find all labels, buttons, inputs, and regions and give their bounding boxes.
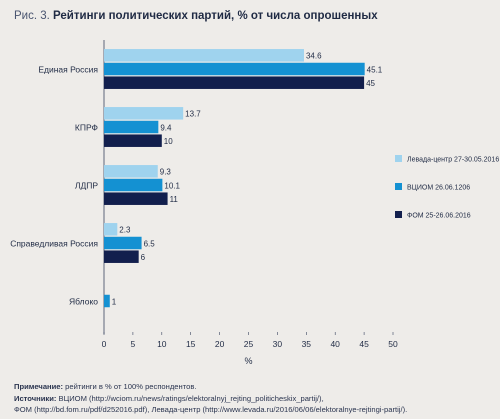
note-label: Примечание: bbox=[14, 382, 64, 391]
x-tick-label: 50 bbox=[388, 339, 398, 349]
category-label: КПРФ bbox=[75, 123, 98, 133]
sources-line-2: ФОМ (http://bd.fom.ru/pdf/d252016.pdf), … bbox=[14, 405, 408, 414]
x-axis-label: % bbox=[244, 356, 252, 366]
x-tick-label: 20 bbox=[215, 339, 225, 349]
data-label: 1 bbox=[112, 297, 117, 306]
x-tick-label: 25 bbox=[244, 339, 254, 349]
category-label: Яблоко bbox=[69, 297, 98, 307]
data-label: 45 bbox=[366, 79, 375, 88]
x-tick-label: 45 bbox=[359, 339, 369, 349]
legend-label-1: ВЦИОМ 26.06.1206 bbox=[407, 185, 470, 192]
legend-label-0: Левада-центр 27-30.05.2016 bbox=[407, 157, 499, 164]
note-text: рейтинги в % от 100% респондентов. bbox=[63, 382, 197, 391]
data-label: 10.1 bbox=[164, 181, 180, 190]
bar-справедливая-россия-2 bbox=[104, 250, 139, 263]
category-label: Справедливая Россия bbox=[10, 239, 98, 249]
data-label: 2.3 bbox=[119, 226, 131, 235]
data-label: 34.6 bbox=[306, 52, 322, 61]
bar-лдпр-2 bbox=[104, 192, 168, 205]
legend-swatch-0 bbox=[395, 155, 402, 162]
data-label: 13.7 bbox=[185, 110, 201, 119]
x-tick-label: 5 bbox=[131, 339, 136, 349]
bar-chart: Единая Россия34.645.145КПРФ13.79.410ЛДПР… bbox=[10, 40, 499, 366]
bar-справедливая-россия-0 bbox=[104, 223, 118, 236]
bar-единая-россия-2 bbox=[104, 76, 365, 89]
category-label: Единая Россия bbox=[38, 65, 98, 75]
x-tick-label: 0 bbox=[102, 339, 107, 349]
data-label: 10 bbox=[164, 137, 173, 146]
x-tick-label: 35 bbox=[302, 339, 312, 349]
bar-лдпр-0 bbox=[104, 165, 158, 178]
bar-лдпр-1 bbox=[104, 178, 163, 192]
data-label: 6 bbox=[141, 253, 146, 262]
x-tick-label: 30 bbox=[273, 339, 283, 349]
legend-label-2: ФОМ 25-26.06.2016 bbox=[407, 213, 471, 220]
data-label: 45.1 bbox=[367, 65, 383, 74]
figure-number: Рис. 3. bbox=[14, 10, 50, 22]
bar-яблоко-1 bbox=[104, 294, 110, 308]
data-label: 11 bbox=[170, 195, 179, 204]
legend-swatch-1 bbox=[395, 183, 402, 190]
x-tick-label: 10 bbox=[157, 339, 167, 349]
x-tick-label: 15 bbox=[186, 339, 196, 349]
data-label: 6.5 bbox=[144, 239, 156, 248]
bar-кпрф-0 bbox=[104, 107, 184, 120]
sources-line: Источники: ВЦИОМ (http://wciom.ru/news/r… bbox=[14, 393, 407, 405]
title-text: Рейтинги политических партий, % от числа… bbox=[53, 10, 378, 22]
data-label: 9.3 bbox=[160, 168, 172, 177]
chart-title: Рис. 3. Рейтинги политических партий, % … bbox=[14, 10, 378, 22]
legend-swatch-2 bbox=[395, 211, 402, 218]
bar-единая-россия-0 bbox=[104, 49, 304, 62]
data-label: 9.4 bbox=[160, 123, 172, 132]
x-tick-label: 40 bbox=[330, 339, 340, 349]
note-line: Примечание: рейтинги в % от 100% респонд… bbox=[14, 381, 407, 393]
bar-справедливая-россия-1 bbox=[104, 236, 142, 250]
sources-text: ВЦИОМ (http://wciom.ru/news/ratings/elek… bbox=[56, 393, 324, 403]
footnotes: Примечание: рейтинги в % от 100% респонд… bbox=[14, 381, 407, 416]
bar-кпрф-1 bbox=[104, 120, 159, 134]
bar-кпрф-2 bbox=[104, 134, 162, 147]
category-label: ЛДПР bbox=[75, 181, 98, 191]
sources-label: Источники: bbox=[14, 393, 57, 403]
bar-единая-россия-1 bbox=[104, 62, 365, 76]
